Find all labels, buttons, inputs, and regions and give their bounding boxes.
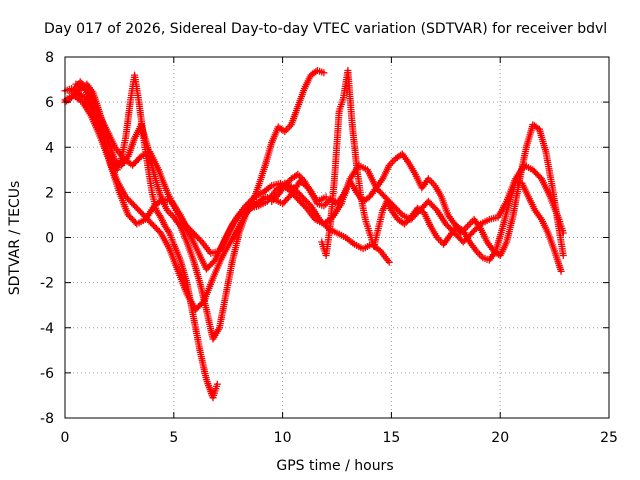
series-track-7 xyxy=(318,67,565,275)
y-tick-label: -4 xyxy=(40,321,54,337)
x-tick-labels: 0 5 10 15 20 25 xyxy=(61,430,618,446)
y-tick-label: 6 xyxy=(45,95,54,111)
y-tick-label: 4 xyxy=(45,140,54,156)
y-tick-label: 8 xyxy=(45,50,54,66)
x-tick-label: 10 xyxy=(274,430,292,446)
y-axis-title: SDTVAR / TECUs xyxy=(7,181,23,296)
y-tick-label: -8 xyxy=(40,411,54,427)
x-axis-title: GPS time / hours xyxy=(276,458,393,474)
chart-title: Day 017 of 2026, Sidereal Day-to-day VTE… xyxy=(44,21,607,37)
plus-markers xyxy=(318,67,565,275)
axis-ticks xyxy=(64,56,610,419)
y-tick-labels: -8 -6 -4 -2 0 2 4 6 8 xyxy=(40,50,54,427)
x-tick-label: 20 xyxy=(491,430,509,446)
x-tick-label: 15 xyxy=(382,430,400,446)
x-tick-label: 25 xyxy=(600,430,618,446)
y-tick-label: 2 xyxy=(45,185,54,201)
y-tick-label: -2 xyxy=(40,276,54,292)
x-tick-label: 0 xyxy=(61,430,70,446)
y-tick-label: -6 xyxy=(40,366,54,382)
y-tick-label: 0 xyxy=(45,231,54,247)
x-tick-label: 5 xyxy=(169,430,178,446)
